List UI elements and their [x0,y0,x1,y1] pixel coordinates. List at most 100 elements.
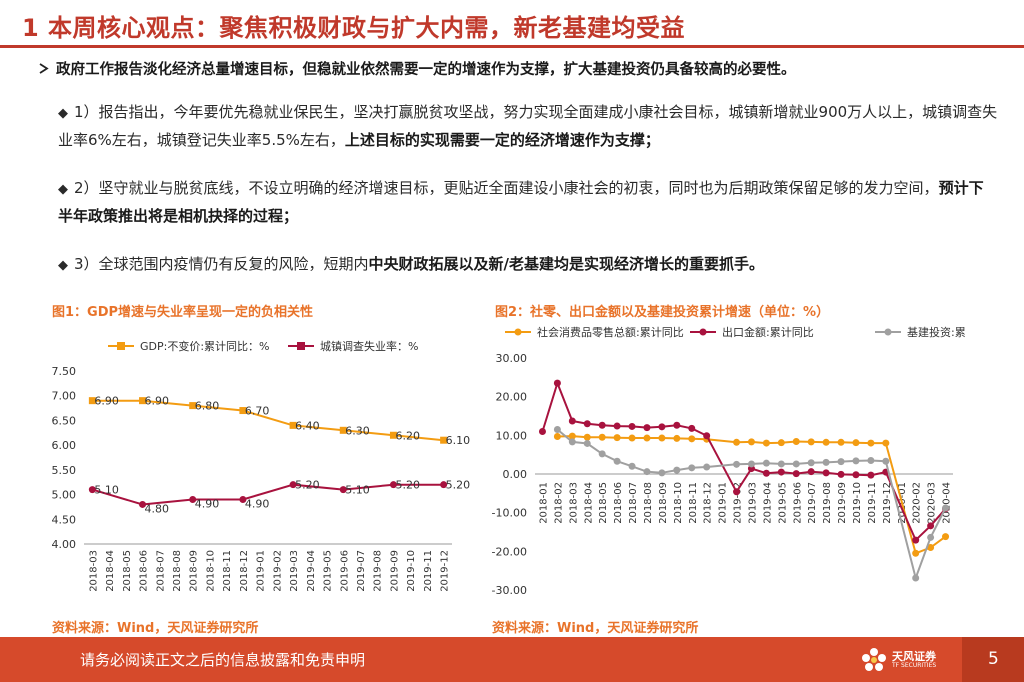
data-point [703,463,711,471]
chart-retail-export-infra: -30.00 -20.00 -10.00 0.00 10.00 20.00 30.00 201… [492,325,965,597]
legend-marker [514,328,522,336]
x-tick-label: 2018-06 [139,550,150,592]
legend-label: 基建投资:累计同比 [907,325,965,339]
data-point [553,379,561,387]
x-tick-label: 2018-02 [553,482,564,524]
data-point [837,470,845,478]
data-point [568,438,576,446]
point-2-text: 2）坚守就业与脱贫底线，不设立明确的经济增速目标，更贴近全面建设小康社会的初衷，… [74,179,939,197]
data-point [339,426,347,434]
data-point [807,459,815,467]
legend-marker [117,342,125,350]
footer-bar: 请务必阅读正文之后的信息披露和免责申明 天风证券 TF SECURITIES 5 [0,637,1024,682]
figure-2-title: 图2：社零、出口金额以及基建投资累计增速（单位：%） [495,305,830,320]
y-tick-label: 30.00 [496,352,528,365]
data-point [553,426,561,434]
x-tick-label: 2018-01 [538,482,549,524]
data-point [747,460,755,468]
data-point [583,420,591,428]
data-label: 4.90 [245,498,270,511]
x-tick-label: 2018-10 [673,482,684,524]
x-tick-label: 2019-07 [807,482,818,524]
data-point [239,496,247,504]
data-point [777,468,785,476]
y-tick-label: 10.00 [496,429,528,442]
data-point [762,459,770,467]
y-tick-label: 7.50 [52,365,77,378]
flower-logo-icon [862,648,886,671]
data-point [598,421,606,429]
y-tick-label: -30.00 [492,584,527,597]
x-tick-label: 2018-09 [658,482,669,524]
x-tick-label: 2019-06 [339,550,350,592]
page-number-box: 5 [962,637,1024,682]
data-label: 6.90 [94,395,119,408]
data-point [822,438,830,446]
data-point [852,457,860,465]
point-2: ◆ 2）坚守就业与脱贫底线，不设立明确的经济增速目标，更贴近全面建设小康社会的初衷… [58,175,998,230]
data-point [762,469,770,477]
figure-2-source: 资料来源：Wind，天风证券研究所 [492,621,699,636]
x-tick-label: 2019-09 [837,482,848,524]
data-label: 5.20 [395,479,420,492]
data-point [583,439,591,447]
logo-name: 天风证券 [892,650,936,663]
x-tick-label: 2019-01 [256,550,267,592]
x-tick-label: 2018-05 [598,482,609,524]
data-label: 6.40 [295,419,320,432]
x-tick-label: 2020-03 [927,482,938,524]
y-tick-label: 4.00 [52,538,77,551]
data-point [673,434,681,442]
x-tick-label: 2018-04 [105,550,116,592]
y-tick-label: 6.00 [52,439,77,452]
data-point [882,457,890,465]
disclaimer-link[interactable]: 请务必阅读正文之后的信息披露和免责申明 [80,651,366,669]
data-point [777,439,785,447]
point-3-text: 3）全球范围内疫情仍有反复的风险，短期内 [74,255,369,273]
x-tick-label: 2019-04 [762,482,773,524]
point-2-bold: 预计下半年政策推出将是相机抉择的过程； [58,179,984,225]
data-point [189,402,197,410]
y-tick-label: 6.50 [52,414,77,427]
data-point [628,422,636,430]
data-point [440,481,448,489]
series-line [92,483,444,506]
x-tick-label: 2018-08 [643,482,654,524]
chart-gdp-unemployment: 4.00 4.50 5.00 5.50 6.00 6.50 7.00 7.50 2018-03 2… [52,339,471,592]
point-1-bold: 上述目标的实现需要一定的经济增速作为支撑； [344,131,660,149]
data-point [807,468,815,476]
data-label: 6.80 [195,400,220,413]
data-point [733,488,741,496]
x-tick-label: 2019-11 [423,550,434,592]
data-point [747,438,755,446]
data-point [942,504,950,512]
x-tick-label: 2019-06 [792,482,803,524]
legend-label: GDP:不变价:累计同比：% [140,339,270,353]
data-point [598,450,606,458]
data-label: 6.70 [245,405,270,418]
x-tick-label: 2019-12 [440,550,451,592]
x-tick-label: 2019-10 [852,482,863,524]
logo-subtitle: TF SECURITIES [892,662,937,669]
x-tick-label: 2019-01 [718,482,729,524]
x-tick-label: 2019-02 [272,550,283,592]
data-point [389,431,397,439]
data-point [882,439,890,447]
data-point [553,432,561,440]
legend-label: 社会消费品零售总额:累计同比 [537,325,684,339]
data-point [613,434,621,442]
data-point [389,481,397,489]
data-point [88,397,96,405]
data-label: 6.90 [145,395,170,408]
data-point [867,471,875,479]
brand-logo: 天风证券 TF SECURITIES [860,645,940,675]
data-point [822,469,830,477]
y-tick-label: 0.00 [503,468,528,481]
figure-1-title: 图1：GDP增速与失业率呈现一定的负相关性 [52,305,314,320]
data-point [837,458,845,466]
data-point [628,462,636,470]
data-point [733,438,741,446]
data-point [807,438,815,446]
point-3-bold: 中央财政拓展以及新/老基建均是实现经济增长的重要抓手。 [368,255,765,273]
data-label: 5.10 [94,484,119,497]
